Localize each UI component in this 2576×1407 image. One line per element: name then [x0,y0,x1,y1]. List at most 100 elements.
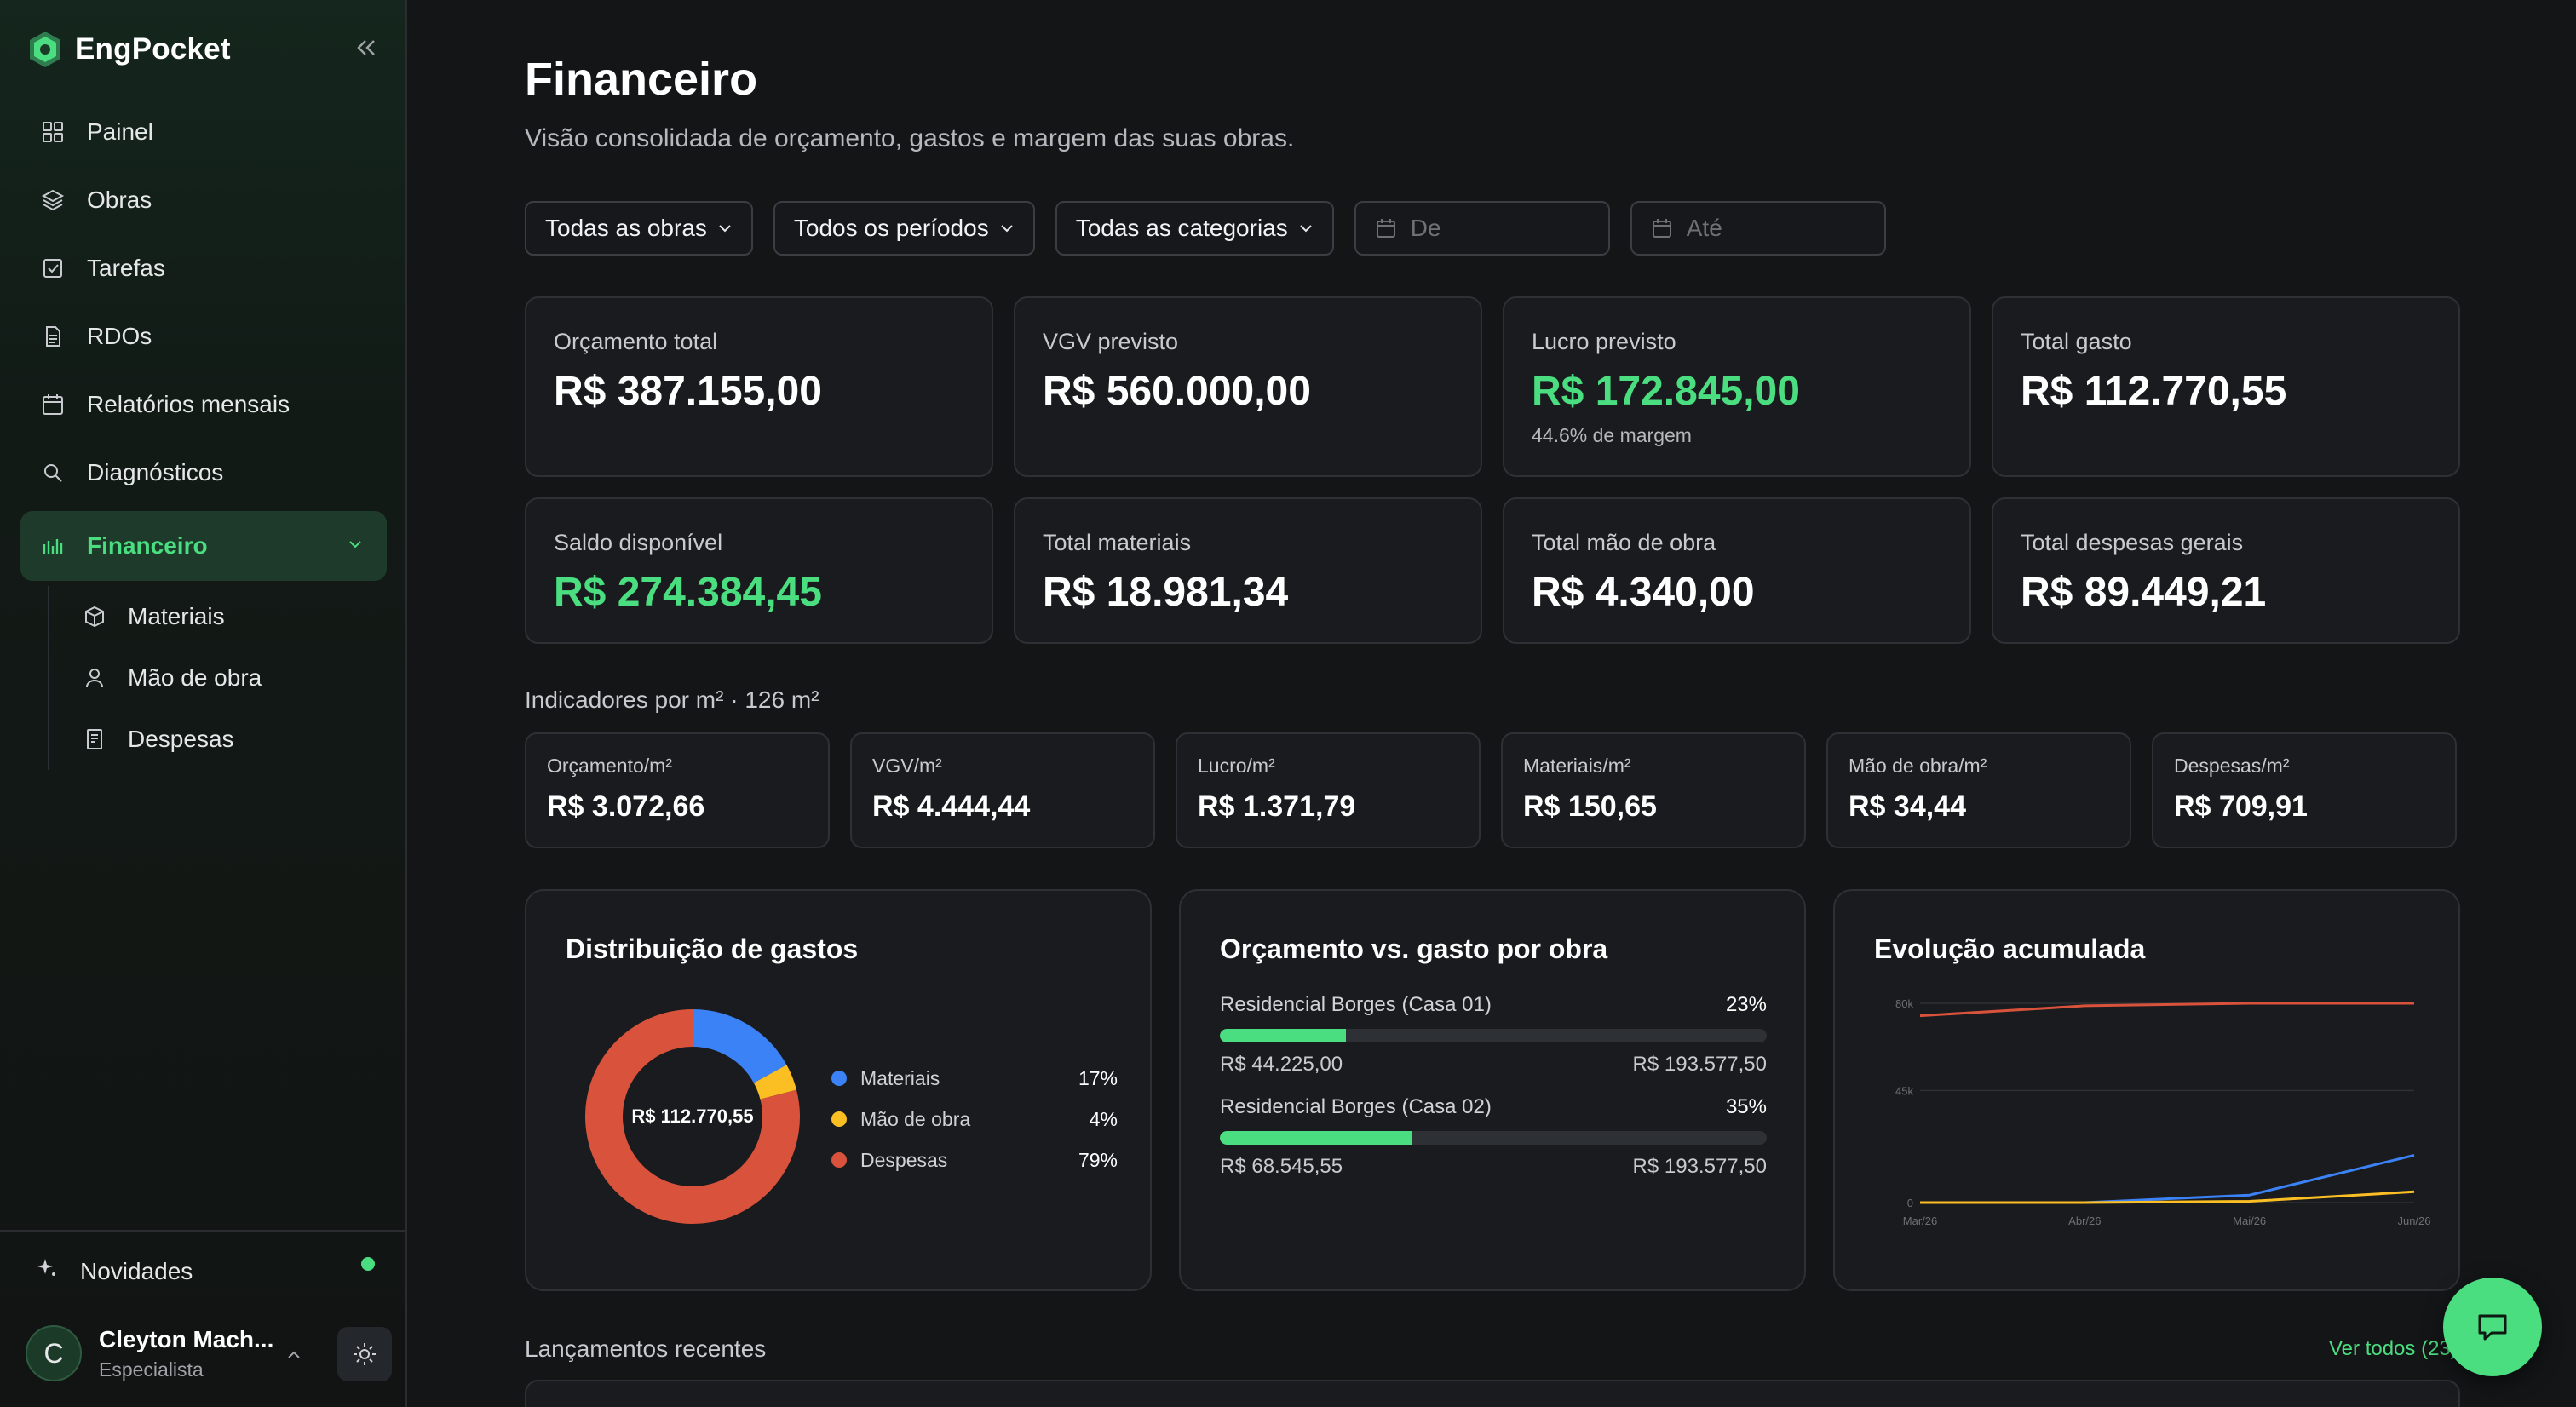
donut-chart: R$ 112.770,55 [585,1009,800,1224]
card-total-despesas-gerais: Total despesas gerais R$ 89.449,21 [1992,497,2460,644]
legend-label: Mão de obra [860,1107,971,1130]
collapse-sidebar-button[interactable] [351,32,382,63]
view-all-link[interactable]: Ver todos (23) [2329,1337,2457,1360]
theme-toggle-button[interactable] [337,1327,392,1381]
card-label: Lucro previsto [1532,329,1676,354]
brand[interactable]: EngPocket [27,24,231,75]
donut-legend: Materiais 17% Mão de obra 4% Despesas 79… [831,1058,1118,1180]
filters-bar: Todas as obras Todos os períodos Todas a… [525,201,1906,256]
chevron-down-icon [1000,225,1013,233]
filter-categorias-select[interactable]: Todas as categorias [1055,201,1334,256]
indicator-label: Orçamento/m² [547,755,672,777]
card-lucro-previsto: Lucro previsto R$ 172.845,00 44.6% de ma… [1503,296,1971,477]
sidebar-item-label: Financeiro [87,532,208,559]
x-tick-label: Mar/26 [1903,1215,1937,1227]
sidebar-item-obras[interactable]: Obras [20,167,387,233]
indicator-label: Materiais/m² [1523,755,1631,777]
sidebar-subitem-label: Materiais [128,603,225,629]
chevron-down-icon [719,225,731,233]
card-label: Saldo disponível [554,530,723,555]
indicator-value: R$ 4.444,44 [872,790,1031,823]
x-tick-label: Mai/26 [2233,1215,2266,1227]
project-spent: R$ 44.225,00 [1220,1053,1343,1076]
sidebar-subitem-label: Despesas [128,726,234,752]
financeiro-subnav: Materiais Mão de obra Despesas [48,586,387,770]
charts-row: Distribuição de gastos R$ 112.770,55 Mat… [525,889,2460,1291]
chat-button[interactable] [2443,1278,2542,1376]
sidebar-item-rdos[interactable]: RDOs [20,303,387,370]
sidebar-item-painel[interactable]: Painel [20,99,387,165]
chevron-down-icon [348,538,363,554]
series-line-0 [1919,1002,2414,1018]
filter-periodos-select[interactable]: Todos os períodos [773,201,1035,256]
user-menu[interactable]: C Cleyton Mach... Especialista [26,1325,278,1381]
panel-title: Evolução acumulada [1874,933,2146,964]
sidebar-item-relatorios[interactable]: Relatórios mensais [20,371,387,438]
sidebar-subitem-despesas[interactable]: Despesas [49,709,387,770]
summary-cards-row-1: Orçamento total R$ 387.155,00 VGV previs… [525,296,2460,477]
filter-periodos-value: Todos os períodos [793,215,989,241]
indicator-lucro-m2: Lucro/m² R$ 1.371,79 [1176,732,1481,848]
project-budget: R$ 193.577,50 [1632,1053,1767,1076]
novidades-link[interactable]: Novidades [36,1257,193,1285]
x-tick-label: Abr/26 [2068,1215,2101,1227]
progress-track [1220,1029,1767,1042]
date-to-placeholder: Até [1686,215,1722,241]
chevron-up-icon[interactable] [286,1349,302,1364]
filter-categorias-value: Todas as categorias [1075,215,1288,241]
main-content: Financeiro Visão consolidada de orçament… [525,0,2460,1407]
sidebar-item-label: Diagnósticos [87,459,224,485]
project-row-casa-01: Residencial Borges (Casa 01) 23% R$ 44.2… [1220,993,1767,1077]
project-row-casa-02: Residencial Borges (Casa 02) 35% R$ 68.5… [1220,1095,1767,1179]
sidebar-item-label: Relatórios mensais [87,391,290,417]
card-label: Total materiais [1043,530,1192,555]
project-spent: R$ 68.545,55 [1220,1155,1343,1178]
sidebar-item-label: Tarefas [87,255,165,281]
legend-value: 17% [1078,1066,1118,1089]
novidades-label: Novidades [80,1257,193,1284]
sidebar-subitem-mao-de-obra[interactable]: Mão de obra [49,647,387,709]
card-note: 44.6% de margem [1532,424,1692,446]
line-chart: 0 45k 80k Mar/26 Abr/26 Mai/26 Jun/26 [1895,997,2430,1227]
filter-obras-value: Todas as obras [545,215,707,241]
box-icon [82,604,107,629]
logo-icon [30,32,60,67]
sidebar-item-diagnosticos[interactable]: Diagnósticos [20,439,387,506]
sparkle-icon [36,1257,61,1285]
donut-slice-despesas[interactable] [585,1009,800,1224]
project-budget: R$ 193.577,50 [1632,1155,1767,1178]
date-from-input[interactable]: De [1354,201,1610,256]
sidebar-item-financeiro[interactable]: Financeiro [20,511,387,581]
card-saldo-disponivel: Saldo disponível R$ 274.384,45 [525,497,993,644]
legend-swatch [831,1071,847,1086]
sidebar: EngPocket Painel Obras [0,0,407,1407]
user-name: Cleyton Mach... [99,1325,274,1352]
filter-obras-select[interactable]: Todas as obras [525,201,753,256]
card-orcamento-total: Orçamento total R$ 387.155,00 [525,296,993,477]
project-name: Residencial Borges (Casa 01) [1220,993,1492,1016]
indicator-vgv-m2: VGV/m² R$ 4.444,44 [850,732,1155,848]
bar-chart-icon [39,532,66,560]
indicators-title: Indicadores por m² · 126 m² [525,686,819,713]
date-to-input[interactable]: Até [1630,201,1886,256]
sun-icon [354,1343,376,1365]
legend-swatch [831,1152,847,1168]
legend-item-mao-de-obra: Mão de obra 4% [831,1099,1118,1140]
sidebar-subitem-materiais[interactable]: Materiais [49,586,387,647]
project-name: Residencial Borges (Casa 02) [1220,1095,1492,1118]
donut-center-label: R$ 112.770,55 [631,1106,753,1127]
user-role: Especialista [99,1358,204,1381]
card-value: R$ 274.384,45 [554,570,822,615]
legend-value: 79% [1078,1148,1118,1171]
sidebar-item-tarefas[interactable]: Tarefas [20,235,387,302]
card-value: R$ 89.449,21 [2021,570,2267,615]
progress-fill [1220,1029,1346,1042]
indicator-label: Mão de obra/m² [1849,755,1987,777]
donut-slice-mão-de-obra[interactable] [753,1065,797,1100]
donut-slice-materiais[interactable] [692,1009,787,1084]
recent-title: Lançamentos recentes [525,1335,767,1362]
card-total-gasto: Total gasto R$ 112.770,55 [1992,296,2460,477]
indicator-value: R$ 150,65 [1523,790,1657,823]
y-tick-label: 80k [1895,997,1913,1010]
card-value: R$ 112.770,55 [2021,369,2287,414]
